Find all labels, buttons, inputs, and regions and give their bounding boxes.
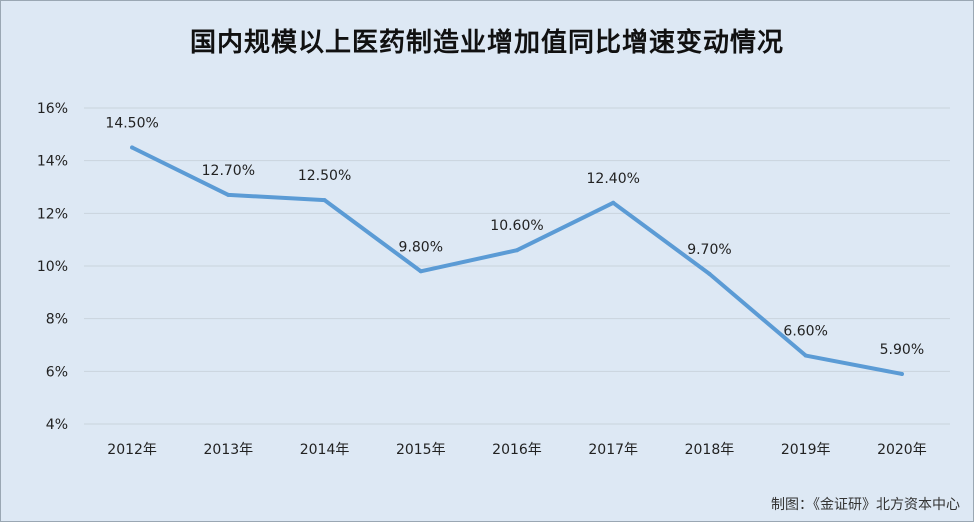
y-tick-label: 4% bbox=[46, 417, 68, 433]
data-point bbox=[322, 198, 327, 203]
data-label: 9.70% bbox=[687, 242, 731, 258]
x-tick-label: 2012年 bbox=[107, 442, 157, 458]
y-tick-label: 14% bbox=[37, 154, 68, 170]
data-point bbox=[418, 269, 423, 274]
chart-title: 国内规模以上医药制造业增加值同比增速变动情况 bbox=[189, 28, 784, 58]
data-label: 12.70% bbox=[202, 163, 255, 179]
series-line bbox=[130, 145, 904, 376]
data-label: 10.60% bbox=[490, 218, 543, 234]
y-tick-label: 10% bbox=[37, 259, 68, 275]
data-labels: 14.50% 12.70% 12.50% 9.80% 10.60% 12.40% 9.70%… bbox=[105, 116, 924, 358]
data-label: 9.80% bbox=[399, 239, 443, 255]
x-tick-label: 2018年 bbox=[685, 442, 735, 458]
grid-layer bbox=[84, 107, 950, 425]
x-tick-label: 2020年 bbox=[877, 442, 927, 458]
data-point bbox=[515, 248, 519, 253]
x-tick-label: 2013年 bbox=[204, 442, 254, 458]
y-tick-label: 8% bbox=[46, 312, 68, 328]
x-axis-ticks: 2012年 2013年 2014年 2015年 2016年 2017年 2018年 2019年… bbox=[107, 442, 926, 458]
x-tick-label: 2014年 bbox=[300, 442, 350, 458]
y-axis-ticks: 4% 6% 8% 10% 12% 14% 16% bbox=[37, 101, 68, 433]
series-layer bbox=[130, 145, 904, 376]
data-point bbox=[130, 145, 135, 150]
y-tick-label: 6% bbox=[46, 364, 68, 380]
y-tick-label: 16% bbox=[37, 101, 68, 117]
x-tick-label: 2017年 bbox=[588, 442, 638, 458]
data-label: 14.50% bbox=[105, 116, 158, 132]
data-label: 12.40% bbox=[587, 171, 640, 187]
data-label: 12.50% bbox=[298, 168, 351, 184]
data-point bbox=[611, 200, 616, 205]
source-credit: 制图：《金证研》北方资本中心 bbox=[771, 497, 960, 513]
data-point bbox=[899, 371, 904, 376]
y-tick-label: 12% bbox=[37, 206, 68, 222]
x-tick-label: 2016年 bbox=[492, 442, 542, 458]
data-label: 6.60% bbox=[783, 324, 827, 340]
data-label: 5.90% bbox=[880, 342, 924, 358]
data-point bbox=[707, 271, 712, 276]
data-point bbox=[803, 353, 808, 358]
x-tick-label: 2015年 bbox=[396, 442, 446, 458]
data-point bbox=[226, 192, 231, 197]
x-tick-label: 2019年 bbox=[781, 442, 831, 458]
